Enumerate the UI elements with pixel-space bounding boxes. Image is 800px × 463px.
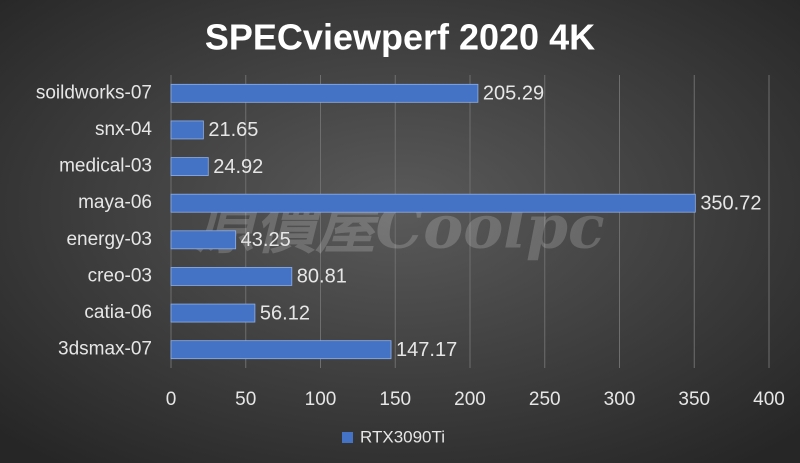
chart-title: SPECviewperf 2020 4K <box>205 17 595 58</box>
y-tick-label: maya-06 <box>78 192 152 213</box>
legend-label: RTX3090Ti <box>360 427 445 446</box>
x-tick-label: 300 <box>604 389 636 410</box>
bar <box>170 303 256 323</box>
x-tick-label: 350 <box>678 389 710 410</box>
data-label: 80.81 <box>297 266 347 288</box>
bar <box>170 230 237 250</box>
legend-swatch <box>342 432 353 443</box>
data-label: 205.29 <box>483 83 544 105</box>
bar <box>170 267 293 286</box>
y-tick-label: energy-03 <box>66 229 152 250</box>
x-tick-label: 250 <box>529 389 561 410</box>
bar <box>170 120 204 140</box>
data-label: 43.25 <box>241 229 291 251</box>
data-label: 350.72 <box>700 192 761 214</box>
y-tick-label: medical-03 <box>59 156 152 177</box>
bar <box>170 157 209 176</box>
y-tick-label: 3dsmax-07 <box>58 339 152 360</box>
y-tick-label: soildworks-07 <box>36 82 152 103</box>
data-label: 24.92 <box>213 156 263 178</box>
bar <box>170 340 392 360</box>
x-tick-label: 100 <box>305 389 337 410</box>
y-tick-label: creo-03 <box>88 265 152 286</box>
bar <box>170 83 479 103</box>
data-label: 56.12 <box>260 302 310 324</box>
data-label: 147.17 <box>396 339 457 361</box>
bar <box>170 193 696 213</box>
y-tick-label: snx-04 <box>95 119 152 140</box>
x-tick-label: 400 <box>753 389 785 410</box>
x-tick-label: 150 <box>379 389 411 410</box>
data-label: 21.65 <box>208 119 258 141</box>
x-tick-label: 50 <box>235 389 256 410</box>
y-tick-label: catia-06 <box>84 302 152 323</box>
x-tick-label: 200 <box>454 389 486 410</box>
x-tick-label: 0 <box>166 389 177 410</box>
